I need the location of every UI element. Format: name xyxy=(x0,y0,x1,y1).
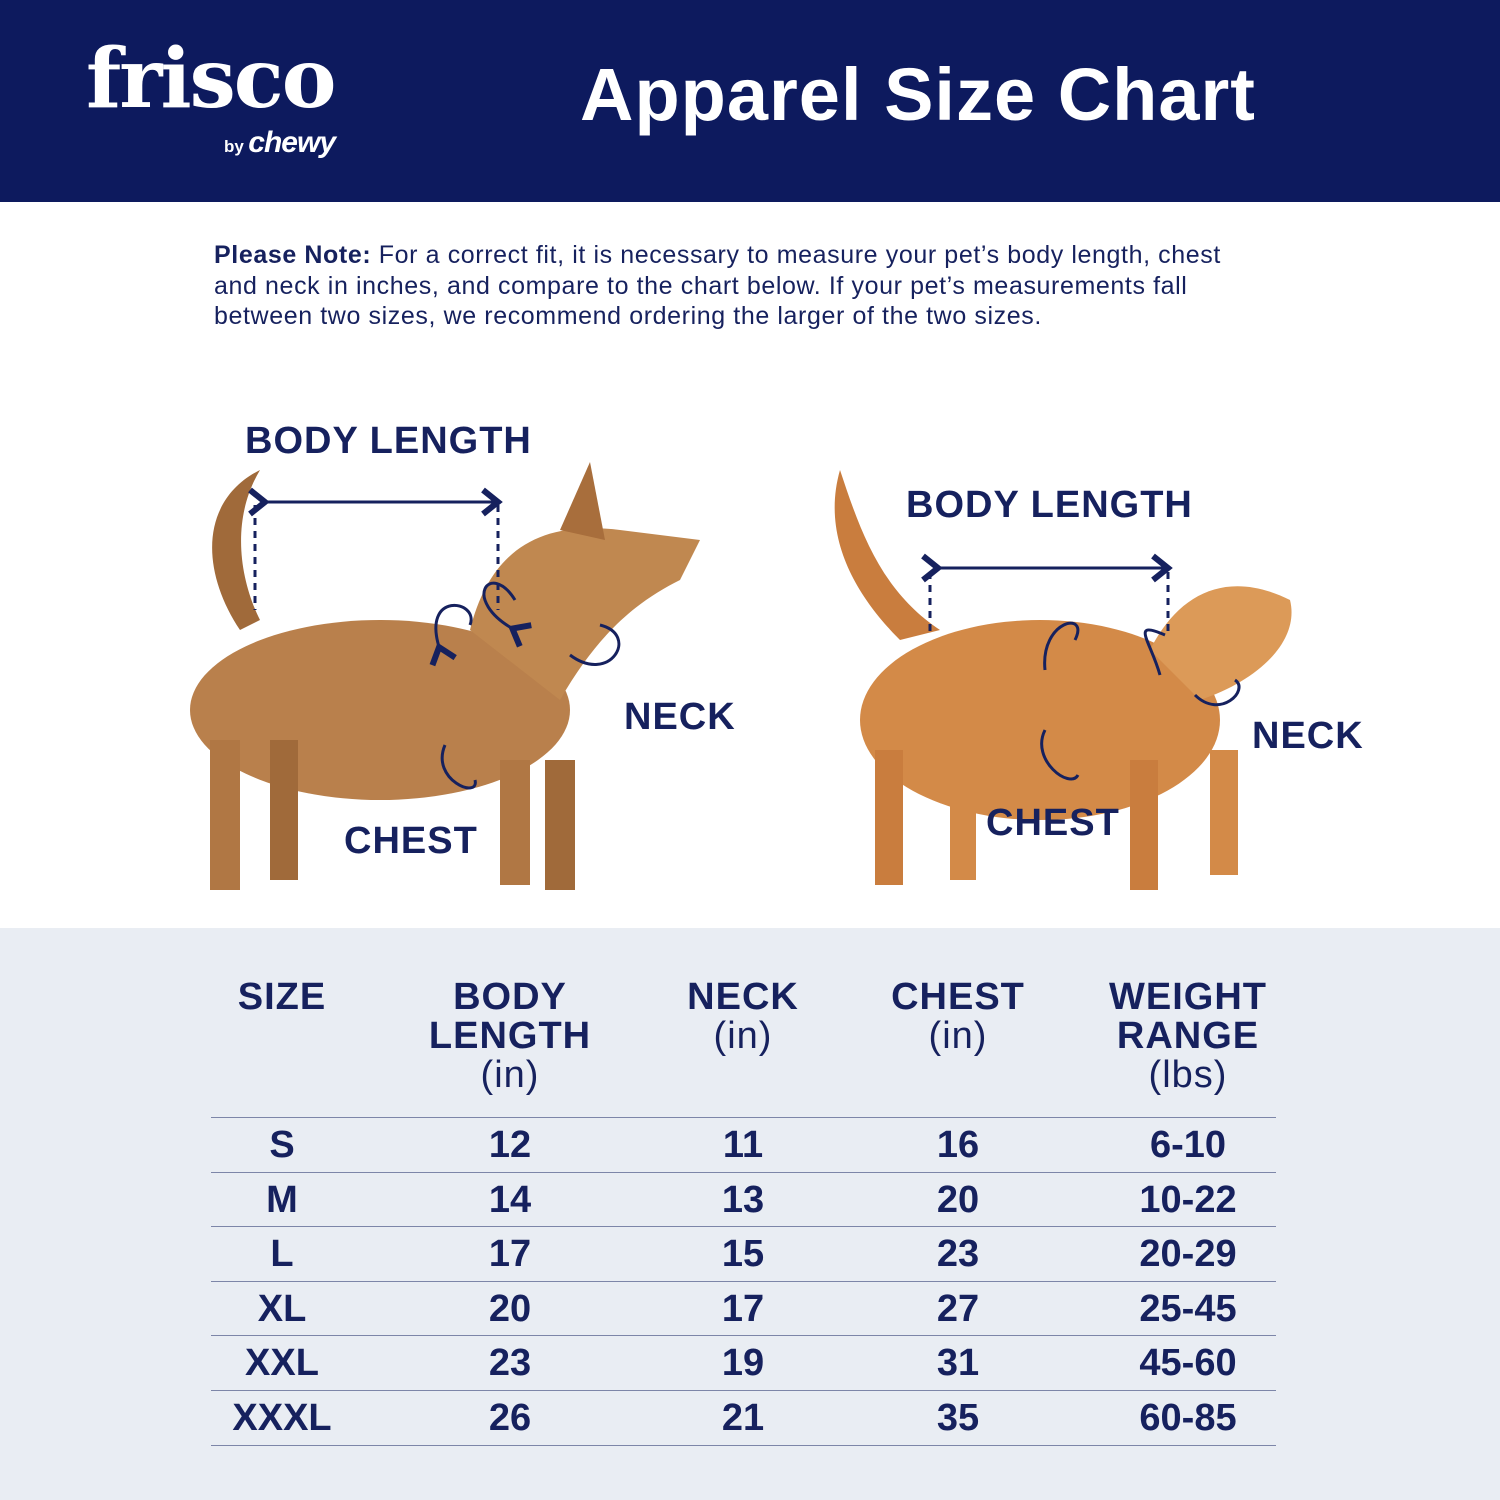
cat-neck-label: NECK xyxy=(1252,715,1364,757)
cell-weight-range: 6-10 xyxy=(1149,1124,1227,1166)
table-row: XXXL 26 21 35 60-85 xyxy=(211,1390,1276,1444)
size-table-area xyxy=(0,928,1500,1500)
cell-size: XL xyxy=(257,1287,307,1330)
pet-photos: BODY LENGTH NECK CHEST BODY LENGTH NECK … xyxy=(0,400,1500,928)
dog-neck-label: NECK xyxy=(624,696,736,738)
cell-body-length: 20 xyxy=(488,1287,532,1330)
pet-illustrations xyxy=(190,462,1292,890)
page-title: Apparel Size Chart xyxy=(580,53,1256,136)
cell-chest: 27 xyxy=(936,1287,980,1330)
header-text: BODY LENGTH xyxy=(428,976,592,1057)
cat-body-length-label: BODY LENGTH xyxy=(906,484,1193,526)
cell-size: M xyxy=(266,1178,298,1221)
cell-weight-range: 60-85 xyxy=(1139,1397,1237,1439)
cell-weight-range: 10-22 xyxy=(1139,1178,1237,1221)
header-text: CHEST xyxy=(891,976,1025,1018)
cell-neck: 11 xyxy=(722,1124,764,1166)
header-size: SIZE xyxy=(182,978,382,1017)
header-text: SIZE xyxy=(237,976,327,1018)
cell-chest: 16 xyxy=(936,1124,980,1166)
table-row: S 12 11 16 6-10 xyxy=(211,1117,1276,1171)
cell-chest: 20 xyxy=(936,1178,980,1221)
header-text: (lbs) xyxy=(1148,1054,1228,1096)
cell-body-length: 26 xyxy=(488,1397,532,1439)
note: Please Note: For a correct fit, it is ne… xyxy=(214,240,1254,332)
cell-size: L xyxy=(270,1233,294,1276)
table-row: L 17 15 23 20-29 xyxy=(211,1226,1276,1280)
logo-wordmark: frisco xyxy=(86,31,336,127)
logo-by: by xyxy=(224,137,244,156)
cell-chest: 23 xyxy=(936,1233,980,1276)
cell-chest: 35 xyxy=(936,1397,980,1439)
measure-arrows xyxy=(248,487,1241,790)
header-text: NECK xyxy=(687,976,799,1018)
header-text: (in) xyxy=(480,1054,540,1096)
note-text: For a correct fit, it is necessary to me… xyxy=(214,241,1221,330)
table-row: XL 20 17 27 25-45 xyxy=(211,1280,1276,1335)
header-body-length: BODY LENGTH (in) xyxy=(410,978,610,1095)
cell-neck: 17 xyxy=(721,1287,765,1330)
header-text: (in) xyxy=(928,1015,988,1057)
cat-chest-label: CHEST xyxy=(986,802,1120,844)
cell-neck: 13 xyxy=(721,1178,765,1221)
cat-image xyxy=(834,470,1292,890)
table-row: XXL 23 19 31 45-60 xyxy=(211,1335,1276,1389)
table-row: M 14 13 20 10-22 xyxy=(211,1171,1276,1226)
cell-weight-range: 20-29 xyxy=(1139,1233,1237,1276)
cell-weight-range: 45-60 xyxy=(1139,1342,1237,1385)
cell-neck: 19 xyxy=(721,1342,765,1385)
frisco-logo: frisco by chewy xyxy=(86,31,336,159)
cell-size: S xyxy=(269,1124,295,1166)
cell-neck: 21 xyxy=(721,1397,765,1439)
dog-body-length-label: BODY LENGTH xyxy=(245,420,532,462)
header-neck: NECK (in) xyxy=(643,978,843,1056)
table-bottom-line xyxy=(211,1445,1276,1446)
cell-weight-range: 25-45 xyxy=(1139,1287,1237,1330)
cell-body-length: 17 xyxy=(488,1233,532,1276)
cell-body-length: 14 xyxy=(488,1178,532,1221)
cell-body-length: 23 xyxy=(488,1342,532,1385)
cell-chest: 31 xyxy=(936,1342,980,1385)
header-weight-range: WEIGHT RANGE (lbs) xyxy=(1088,978,1288,1095)
cell-size: XXXL xyxy=(232,1397,332,1439)
cell-size: XXL xyxy=(245,1342,319,1385)
dog-image xyxy=(190,462,700,890)
cell-body-length: 12 xyxy=(488,1124,532,1166)
header-text: WEIGHT RANGE xyxy=(1109,976,1267,1057)
cell-neck: 15 xyxy=(721,1233,765,1276)
note-label: Please Note: xyxy=(214,241,372,269)
header-text: (in) xyxy=(713,1015,773,1057)
dog-chest-label: CHEST xyxy=(344,820,478,862)
logo-chewy: chewy xyxy=(248,126,336,159)
header: frisco by chewy Apparel Size Chart xyxy=(0,0,1500,202)
header-chest: CHEST (in) xyxy=(858,978,1058,1056)
